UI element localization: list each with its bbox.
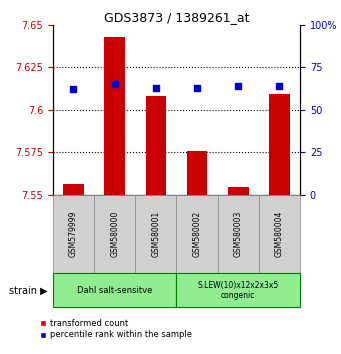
Point bbox=[194, 85, 200, 91]
Text: GSM580000: GSM580000 bbox=[110, 210, 119, 257]
Legend: transformed count, percentile rank within the sample: transformed count, percentile rank withi… bbox=[40, 319, 192, 339]
Text: GSM580004: GSM580004 bbox=[275, 210, 284, 257]
Text: GSM580001: GSM580001 bbox=[151, 211, 160, 257]
Text: Dahl salt-sensitve: Dahl salt-sensitve bbox=[77, 286, 152, 295]
Bar bbox=[146, 96, 166, 195]
Bar bbox=[259, 195, 300, 273]
Point bbox=[236, 83, 241, 89]
Title: GDS3873 / 1389261_at: GDS3873 / 1389261_at bbox=[104, 11, 249, 24]
Text: GSM579999: GSM579999 bbox=[69, 210, 78, 257]
Text: strain ▶: strain ▶ bbox=[9, 285, 47, 295]
Bar bbox=[228, 187, 249, 195]
Bar bbox=[94, 195, 135, 273]
Bar bbox=[104, 37, 125, 195]
Bar bbox=[53, 273, 177, 307]
Text: GSM580002: GSM580002 bbox=[193, 211, 202, 257]
Point bbox=[71, 86, 76, 92]
Text: S.LEW(10)x12x2x3x5
congenic: S.LEW(10)x12x2x3x5 congenic bbox=[198, 281, 279, 300]
Bar bbox=[269, 95, 290, 195]
Bar bbox=[177, 195, 218, 273]
Bar bbox=[177, 273, 300, 307]
Bar bbox=[218, 195, 259, 273]
Bar bbox=[53, 195, 94, 273]
Point bbox=[112, 81, 117, 87]
Bar bbox=[135, 195, 177, 273]
Text: GSM580003: GSM580003 bbox=[234, 210, 243, 257]
Bar bbox=[63, 184, 84, 195]
Point bbox=[153, 85, 159, 91]
Point bbox=[277, 83, 282, 89]
Bar bbox=[187, 150, 207, 195]
